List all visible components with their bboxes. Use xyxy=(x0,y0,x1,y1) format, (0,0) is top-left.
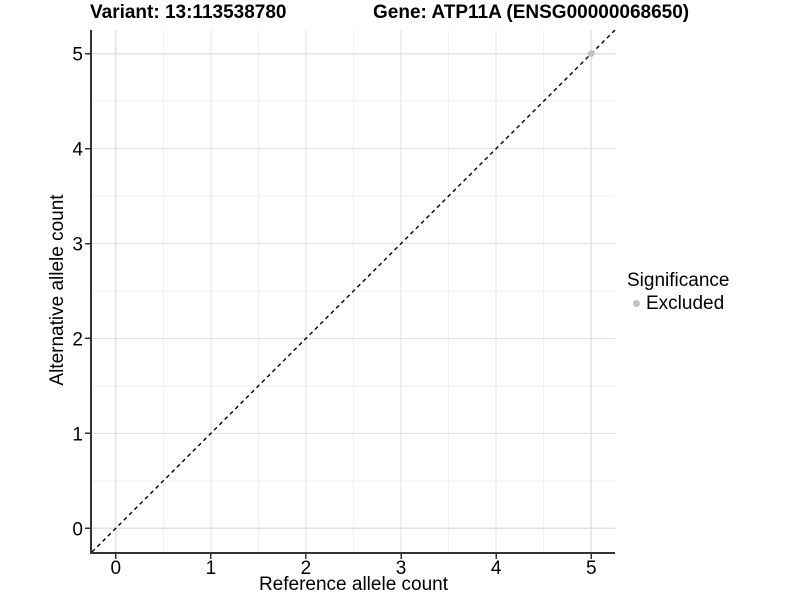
x-tick-label: 0 xyxy=(110,558,121,579)
y-tick-label: 1 xyxy=(72,424,83,445)
legend: Significance Excluded xyxy=(627,269,729,314)
legend-entry-label: Excluded xyxy=(646,293,725,314)
legend-point-icon xyxy=(633,300,640,307)
tick-marks xyxy=(85,52,592,559)
legend-title: Significance xyxy=(627,270,730,291)
x-tick-label: 2 xyxy=(301,558,312,579)
x-tick-label: 5 xyxy=(586,558,597,579)
plot-title-variant: Variant: 13:113538780 xyxy=(90,2,287,23)
x-tick-labels: 0 1 2 3 4 5 xyxy=(110,558,596,579)
plot-title-gene: Gene: ATP11A (ENSG00000068650) xyxy=(373,2,690,23)
y-tick-label: 4 xyxy=(72,140,83,161)
identity-line xyxy=(91,29,616,553)
y-tick-labels: 0 1 2 3 4 5 xyxy=(72,45,83,541)
series-excluded xyxy=(587,50,595,58)
data-point xyxy=(587,50,595,58)
x-tick-label: 1 xyxy=(206,558,217,579)
x-tick-label: 4 xyxy=(491,558,502,579)
x-axis-title: Reference allele count xyxy=(258,574,449,595)
gridlines-major xyxy=(92,30,615,552)
x-tick-label: 3 xyxy=(396,558,407,579)
legend-entry-excluded: Excluded xyxy=(627,293,729,314)
y-tick-label: 5 xyxy=(72,45,83,66)
y-tick-label: 3 xyxy=(72,235,83,256)
axis-lines xyxy=(90,30,615,554)
y-tick-label: 0 xyxy=(72,519,83,540)
y-tick-label: 2 xyxy=(72,329,83,350)
gridlines-minor xyxy=(92,30,615,552)
